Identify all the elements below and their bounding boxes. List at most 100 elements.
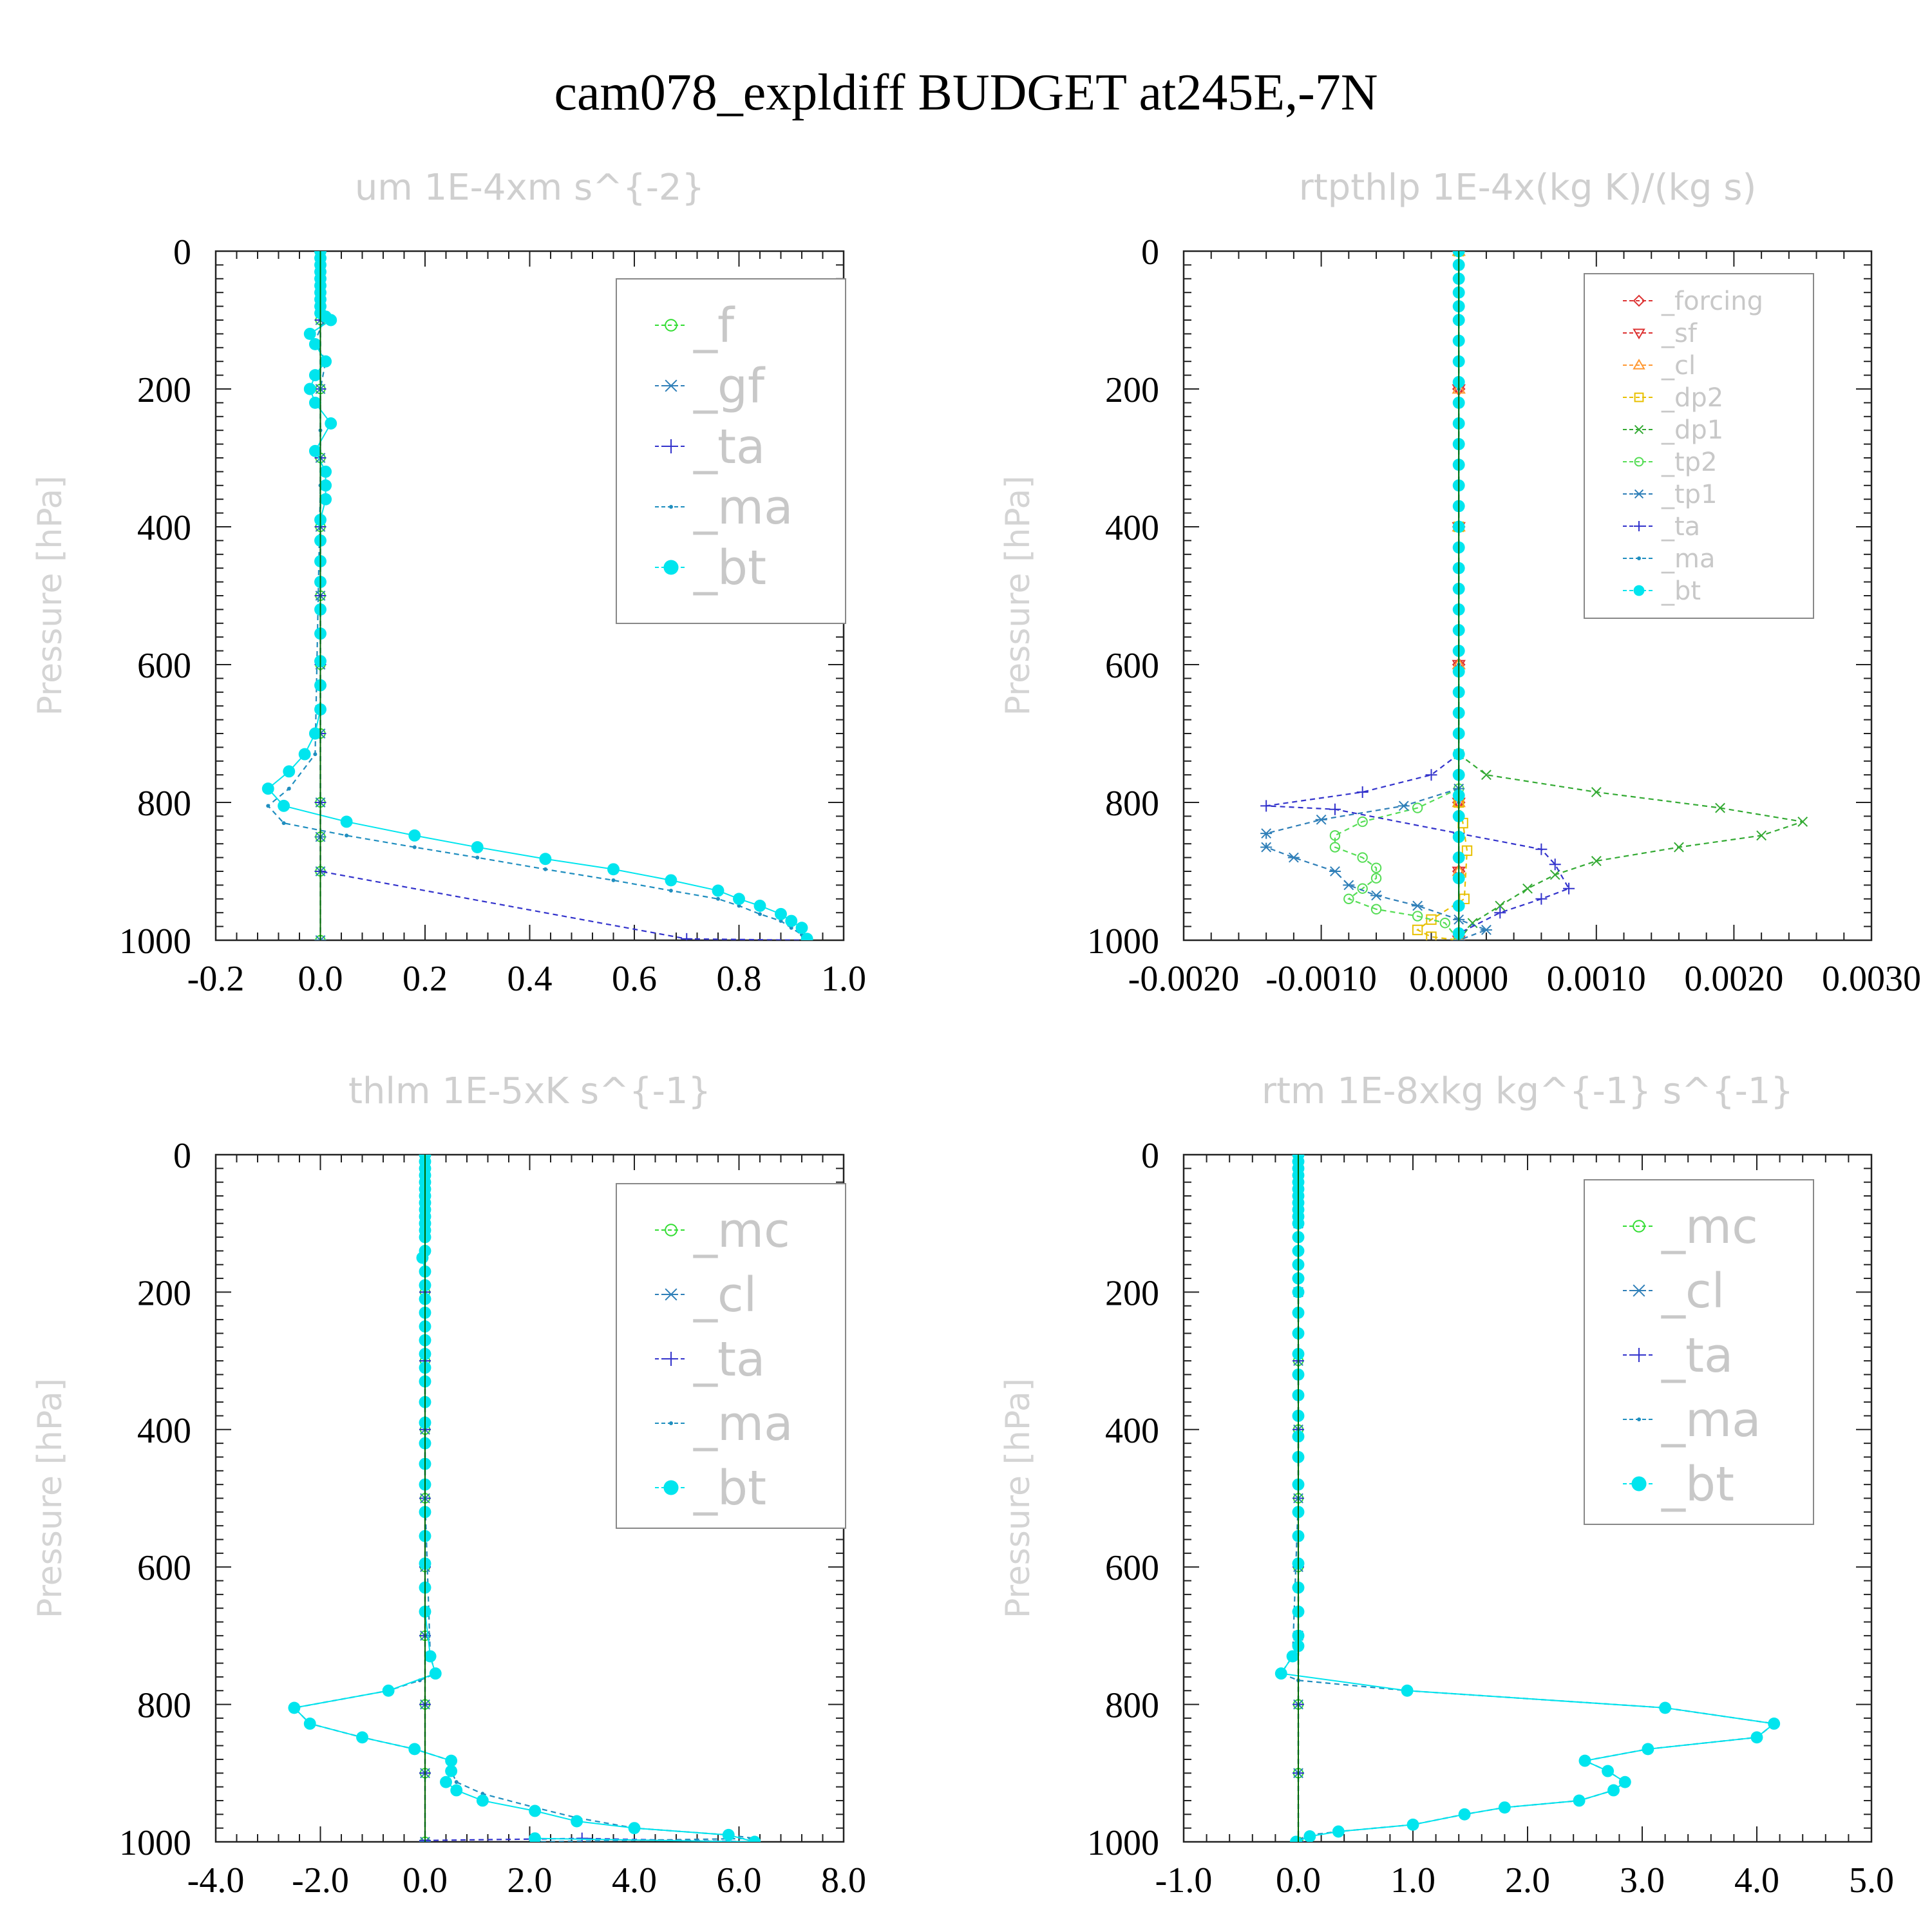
data-point	[1522, 883, 1533, 894]
x-tick-label: 0.0	[298, 959, 343, 999]
figure-title: cam078_expldiff BUDGET at245E,-7N	[554, 64, 1378, 121]
legend: _f_gf_ta_ma_bt	[616, 278, 846, 624]
data-point	[1412, 802, 1423, 813]
legend-marker	[1631, 1476, 1647, 1492]
data-point	[712, 884, 724, 897]
legend-label: _gf	[693, 359, 766, 414]
y-tick-label: 1000	[1087, 1823, 1159, 1863]
data-point	[313, 752, 317, 757]
legend-label: _mc	[1661, 1199, 1758, 1255]
data-point	[1357, 816, 1368, 828]
legend-entry: _cl	[1623, 1264, 1725, 1319]
plot-area	[261, 251, 813, 940]
data-point	[1412, 900, 1424, 911]
legend-marker	[1633, 328, 1645, 339]
data-point	[303, 1718, 316, 1730]
data-point	[1425, 769, 1437, 781]
legend-entry: _ta	[655, 419, 765, 475]
data-point	[308, 727, 321, 740]
data-point	[1370, 862, 1382, 873]
x-tick-label: 5.0	[1849, 1861, 1894, 1900]
data-point	[1480, 925, 1492, 935]
data-point	[1370, 904, 1382, 915]
data-point	[445, 1765, 458, 1777]
data-point	[758, 912, 762, 916]
data-point	[308, 444, 321, 457]
y-tick-label: 200	[1105, 370, 1159, 410]
x-tick-label: 0.0030	[1822, 959, 1921, 999]
data-point	[1495, 900, 1506, 911]
data-point	[1535, 843, 1548, 855]
data-point	[665, 874, 677, 887]
legend-label: _tp1	[1661, 480, 1718, 509]
data-point	[1591, 787, 1602, 797]
x-tick-label: 4.0	[612, 1861, 657, 1900]
x-tick-label: -0.0020	[1128, 959, 1240, 999]
legend-entry: _bt	[655, 540, 766, 596]
series-tp1	[1260, 783, 1492, 940]
data-point	[298, 748, 311, 761]
x-tick-label: 0.8	[717, 959, 762, 999]
data-point	[382, 1684, 395, 1697]
x-tick-label: -4.0	[187, 1861, 245, 1900]
legend-entry: _ma	[655, 480, 793, 535]
x-tick-label: 0.2	[402, 959, 448, 999]
data-point	[424, 1650, 437, 1663]
legend-label: _bt	[1661, 576, 1701, 606]
data-point	[1426, 914, 1437, 925]
data-point	[287, 786, 291, 791]
x-tick-label: 3.0	[1620, 1861, 1665, 1900]
data-point	[314, 935, 327, 940]
legend-entry: _ta	[655, 1332, 765, 1387]
data-point	[722, 1828, 735, 1841]
data-point	[1406, 1818, 1419, 1831]
legend-marker	[1632, 1348, 1646, 1362]
data-point	[319, 493, 332, 506]
legend-entry: _tp1	[1623, 480, 1718, 509]
series-line	[1458, 753, 1803, 940]
y-tick-label: 200	[137, 1273, 191, 1313]
data-point	[1426, 931, 1437, 940]
data-point	[408, 829, 421, 842]
y-tick-label: 800	[137, 1686, 191, 1726]
series-tp2	[1329, 783, 1464, 940]
legend-box	[1584, 273, 1814, 619]
data-point	[278, 799, 290, 812]
data-point	[1715, 802, 1725, 813]
legend-label: _ta	[693, 419, 765, 475]
data-point	[1260, 842, 1273, 853]
legend-label: _mc	[693, 1203, 790, 1258]
legend-marker	[1633, 1220, 1645, 1233]
data-point	[1549, 869, 1560, 880]
data-point	[628, 1822, 641, 1835]
x-tick-label: 0.6	[612, 959, 657, 999]
data-point	[416, 1251, 429, 1264]
data-point	[261, 782, 274, 795]
legend-entry: _ma	[1623, 1392, 1761, 1448]
data-point	[1343, 880, 1355, 891]
data-point	[1397, 800, 1410, 811]
data-point	[1274, 1667, 1287, 1680]
legend-entry: _ta	[1623, 1328, 1733, 1383]
data-point	[1357, 852, 1368, 863]
y-tick-label: 600	[137, 1548, 191, 1588]
y-tick-label: 400	[137, 508, 191, 548]
legend: _forcing _sf _cl_dp2_dp1 _tp2 _tp1 _ta_ma_bt	[1584, 273, 1814, 619]
data-point	[356, 1731, 368, 1744]
legend-entry: _bt	[1623, 1457, 1734, 1512]
x-tick-label: 0.0	[1276, 1861, 1321, 1900]
x-tick-label: 0.0	[402, 1861, 448, 1900]
data-point	[429, 1667, 442, 1680]
y-tick-label: 0	[173, 1136, 191, 1176]
data-point	[1674, 842, 1684, 853]
legend-marker	[1634, 424, 1644, 435]
data-point	[1461, 845, 1473, 857]
data-point	[308, 338, 321, 350]
legend-entry: _ma	[655, 1396, 793, 1452]
legend-label: _ta	[693, 1332, 765, 1387]
legend-marker	[1632, 1284, 1646, 1297]
data-point	[1329, 803, 1341, 815]
legend-label: _cl	[693, 1267, 757, 1323]
data-point	[303, 327, 316, 340]
legend-marker	[669, 1421, 673, 1425]
